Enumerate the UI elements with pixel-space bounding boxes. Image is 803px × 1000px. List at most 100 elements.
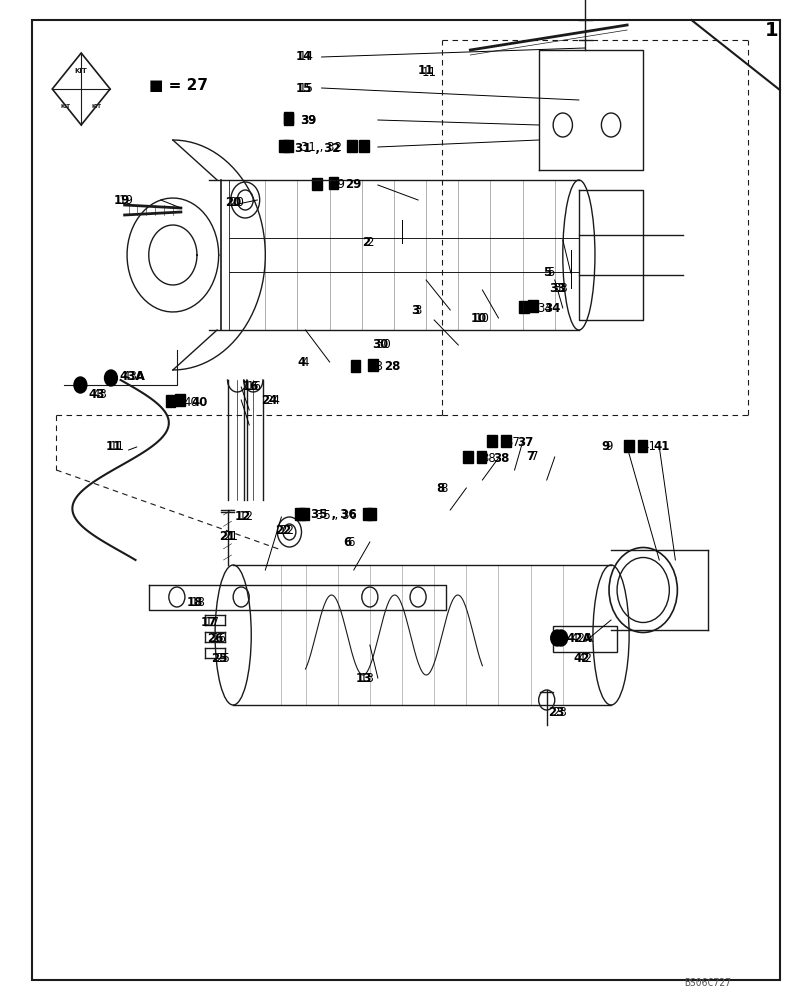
Text: 7: 7 <box>526 450 534 464</box>
Circle shape <box>104 370 117 386</box>
Polygon shape <box>295 508 304 520</box>
Text: KIT: KIT <box>92 104 102 109</box>
Text: 26: 26 <box>210 632 226 645</box>
Text: 1: 1 <box>764 20 777 39</box>
Text: 23: 23 <box>552 706 567 718</box>
Text: 26: 26 <box>207 632 223 645</box>
Text: 10: 10 <box>474 312 489 324</box>
Text: 12: 12 <box>238 510 254 524</box>
Text: 6: 6 <box>347 536 354 548</box>
Text: 17: 17 <box>205 615 220 629</box>
Text: 5: 5 <box>542 266 550 279</box>
Text: 34: 34 <box>544 302 560 314</box>
Polygon shape <box>175 394 185 406</box>
Text: 13: 13 <box>355 672 371 684</box>
Polygon shape <box>463 451 472 463</box>
Text: 29: 29 <box>329 178 344 192</box>
Text: 31 , 32: 31 , 32 <box>300 140 341 153</box>
Polygon shape <box>368 359 377 371</box>
Text: ■ = 27: ■ = 27 <box>149 78 207 93</box>
Text: 7: 7 <box>530 450 537 464</box>
Circle shape <box>74 377 87 393</box>
Text: 39: 39 <box>300 113 316 126</box>
Text: 10: 10 <box>470 312 486 324</box>
Polygon shape <box>283 113 293 125</box>
Polygon shape <box>500 435 510 447</box>
Polygon shape <box>528 300 537 312</box>
Text: 30: 30 <box>376 338 390 352</box>
Text: 29: 29 <box>344 178 361 192</box>
Text: 8: 8 <box>436 482 444 494</box>
Polygon shape <box>328 177 338 189</box>
Text: 4: 4 <box>301 356 308 368</box>
Text: 3: 3 <box>410 304 418 316</box>
Text: 42A: 42A <box>566 632 592 645</box>
Text: 19: 19 <box>118 194 133 207</box>
Text: 22: 22 <box>279 524 294 536</box>
Text: 14: 14 <box>299 50 314 64</box>
Polygon shape <box>283 112 293 124</box>
Polygon shape <box>623 440 633 452</box>
Polygon shape <box>347 140 357 152</box>
Text: 16: 16 <box>243 380 259 393</box>
Text: 30: 30 <box>372 338 388 352</box>
Text: 25: 25 <box>215 652 230 664</box>
Text: 37: 37 <box>504 436 520 448</box>
Text: 43A: 43A <box>122 370 145 383</box>
Text: 18: 18 <box>190 595 206 608</box>
Polygon shape <box>165 395 175 407</box>
Polygon shape <box>519 301 528 313</box>
Polygon shape <box>637 440 646 452</box>
Text: 28: 28 <box>384 360 400 373</box>
Text: 15: 15 <box>296 82 312 95</box>
Text: 15: 15 <box>299 82 314 95</box>
Circle shape <box>550 630 563 646</box>
Text: 42: 42 <box>573 652 589 664</box>
Text: 24: 24 <box>261 393 277 406</box>
Text: 11: 11 <box>110 440 125 454</box>
Text: BS06C727: BS06C727 <box>683 978 730 988</box>
Text: 39: 39 <box>301 113 316 126</box>
Circle shape <box>554 630 567 646</box>
Text: 4: 4 <box>297 356 305 368</box>
Text: KIT: KIT <box>75 68 88 74</box>
Text: 37: 37 <box>516 436 532 448</box>
Text: 42A: 42A <box>570 632 593 645</box>
Text: 43: 43 <box>88 388 104 401</box>
Text: 9: 9 <box>601 440 609 454</box>
Text: 21: 21 <box>222 530 238 544</box>
Text: 24: 24 <box>265 393 280 406</box>
Text: 2: 2 <box>365 236 373 249</box>
Polygon shape <box>312 178 321 190</box>
Polygon shape <box>366 508 376 520</box>
Polygon shape <box>359 140 369 152</box>
Text: 19: 19 <box>114 194 130 207</box>
Text: 9: 9 <box>605 440 612 454</box>
Polygon shape <box>350 360 360 372</box>
Polygon shape <box>476 451 486 463</box>
Text: 34: 34 <box>536 302 552 314</box>
Polygon shape <box>279 140 288 152</box>
Text: 25: 25 <box>211 652 227 664</box>
Text: 40: 40 <box>191 395 207 408</box>
Text: 28: 28 <box>368 360 383 373</box>
Text: 18: 18 <box>186 595 202 608</box>
Text: 43: 43 <box>92 388 108 401</box>
Text: 35 , 36: 35 , 36 <box>316 508 357 522</box>
Text: 16: 16 <box>247 380 262 393</box>
Text: 33: 33 <box>548 282 565 294</box>
Text: 21: 21 <box>218 530 234 544</box>
Text: 41: 41 <box>653 440 669 454</box>
Text: 20: 20 <box>225 196 241 209</box>
Text: 20: 20 <box>229 196 244 209</box>
Text: 12: 12 <box>234 510 251 524</box>
Text: 14: 14 <box>296 50 312 64</box>
Text: 17: 17 <box>201 615 217 629</box>
Polygon shape <box>283 140 292 152</box>
Text: 11: 11 <box>106 440 122 454</box>
Text: 3: 3 <box>414 304 421 316</box>
Text: 35 , 36: 35 , 36 <box>311 508 357 522</box>
Text: 11: 11 <box>422 66 437 79</box>
Text: 8: 8 <box>440 482 447 494</box>
Text: 13: 13 <box>359 672 374 684</box>
